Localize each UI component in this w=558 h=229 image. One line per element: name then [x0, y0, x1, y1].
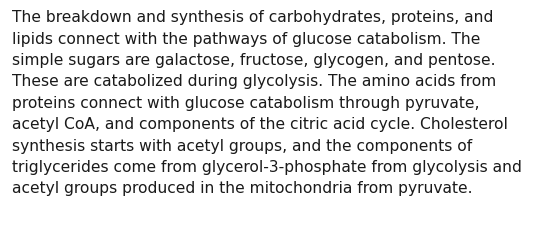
Text: The breakdown and synthesis of carbohydrates, proteins, and
lipids connect with : The breakdown and synthesis of carbohydr… [12, 10, 522, 195]
